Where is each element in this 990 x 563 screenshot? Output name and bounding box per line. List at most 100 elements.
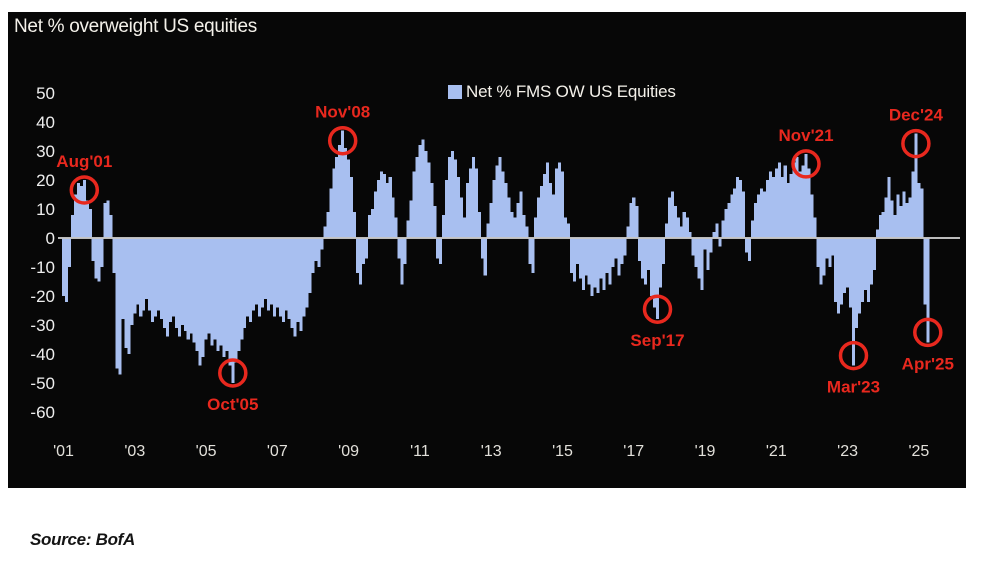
- bar: [364, 238, 368, 259]
- bar: [359, 238, 363, 285]
- bar: [91, 238, 95, 262]
- bar: [329, 188, 333, 238]
- bar: [617, 238, 621, 276]
- bar: [575, 238, 579, 265]
- bar: [816, 238, 820, 267]
- bar: [344, 148, 348, 238]
- bar: [774, 168, 778, 238]
- bar: [635, 206, 639, 238]
- bar: [593, 238, 597, 288]
- bar: [510, 211, 514, 238]
- bar: [501, 171, 505, 238]
- bar: [477, 211, 481, 238]
- bar: [216, 238, 220, 352]
- bar: [638, 238, 642, 262]
- bar: [421, 139, 425, 238]
- annotation-label: Nov'08: [315, 103, 370, 122]
- y-tick-label: -30: [30, 316, 55, 335]
- bar-chart: 50403020100-10-20-30-40-50-60'01'03'05'0…: [30, 84, 960, 460]
- bar: [525, 226, 529, 238]
- bar: [165, 238, 169, 337]
- annotation-label: Apr'25: [902, 354, 954, 373]
- bar: [751, 220, 755, 238]
- bar: [320, 238, 324, 250]
- bar: [180, 238, 184, 325]
- bar: [457, 177, 461, 238]
- bar: [700, 238, 704, 291]
- bar: [130, 238, 134, 325]
- bar: [204, 238, 208, 340]
- bar: [338, 145, 342, 238]
- bar: [923, 238, 927, 305]
- bar: [109, 214, 113, 238]
- bar: [709, 238, 713, 253]
- bar: [596, 238, 600, 294]
- bar: [106, 200, 110, 238]
- annotation-label: Aug'01: [56, 152, 112, 171]
- bar: [299, 238, 303, 331]
- bar: [142, 238, 146, 311]
- bar: [926, 238, 930, 343]
- bar: [260, 238, 265, 308]
- x-tick-label: '01: [53, 443, 74, 460]
- bar: [448, 156, 452, 238]
- bar: [825, 238, 829, 259]
- bar: [682, 211, 686, 238]
- bar: [911, 171, 915, 238]
- bar: [94, 238, 98, 279]
- bar: [272, 238, 276, 317]
- bar: [852, 238, 856, 366]
- bar: [540, 185, 544, 238]
- bar: [650, 238, 654, 296]
- bar: [409, 200, 413, 238]
- bar: [198, 238, 202, 366]
- bar: [210, 238, 214, 346]
- bar: [427, 162, 431, 238]
- annotation-circle-icon: [913, 317, 943, 348]
- bar: [623, 238, 627, 256]
- bar: [691, 238, 695, 256]
- bar: [459, 197, 464, 238]
- bar: [715, 223, 719, 238]
- bar: [881, 211, 885, 238]
- annotation-circle-icon: [69, 175, 100, 205]
- bar: [127, 238, 131, 354]
- bar: [243, 238, 247, 328]
- bar-series: [62, 130, 930, 383]
- bar: [400, 238, 404, 285]
- bar: [483, 238, 487, 276]
- legend: Net % FMS OW US Equities: [448, 82, 676, 102]
- source-note: Source: BofA: [30, 530, 136, 549]
- bar: [599, 238, 603, 279]
- bar: [546, 162, 550, 238]
- bar: [207, 238, 211, 334]
- bar: [82, 180, 86, 238]
- bar: [293, 238, 297, 337]
- bar: [418, 145, 422, 238]
- bar: [486, 223, 490, 238]
- bar: [661, 238, 665, 265]
- bar: [412, 171, 416, 238]
- bar: [332, 168, 336, 238]
- bar: [626, 226, 630, 238]
- bar: [878, 214, 882, 238]
- bar: [614, 238, 618, 259]
- annotation-label: Nov'21: [778, 126, 833, 145]
- bar: [148, 238, 152, 311]
- bar: [498, 156, 502, 238]
- bar: [697, 238, 701, 279]
- bar: [721, 220, 725, 238]
- bar: [537, 197, 541, 238]
- annotation-circle-icon: [218, 358, 248, 388]
- bar: [795, 156, 799, 238]
- bar: [73, 194, 77, 238]
- bar: [834, 238, 838, 302]
- y-tick-label: -20: [30, 287, 55, 306]
- annotation-label: Sep'17: [630, 331, 684, 350]
- bar: [688, 232, 692, 238]
- bar: [219, 238, 223, 346]
- bar: [602, 238, 606, 291]
- annotation-circle-icon: [327, 125, 358, 156]
- bar: [902, 191, 906, 238]
- bar: [733, 188, 737, 238]
